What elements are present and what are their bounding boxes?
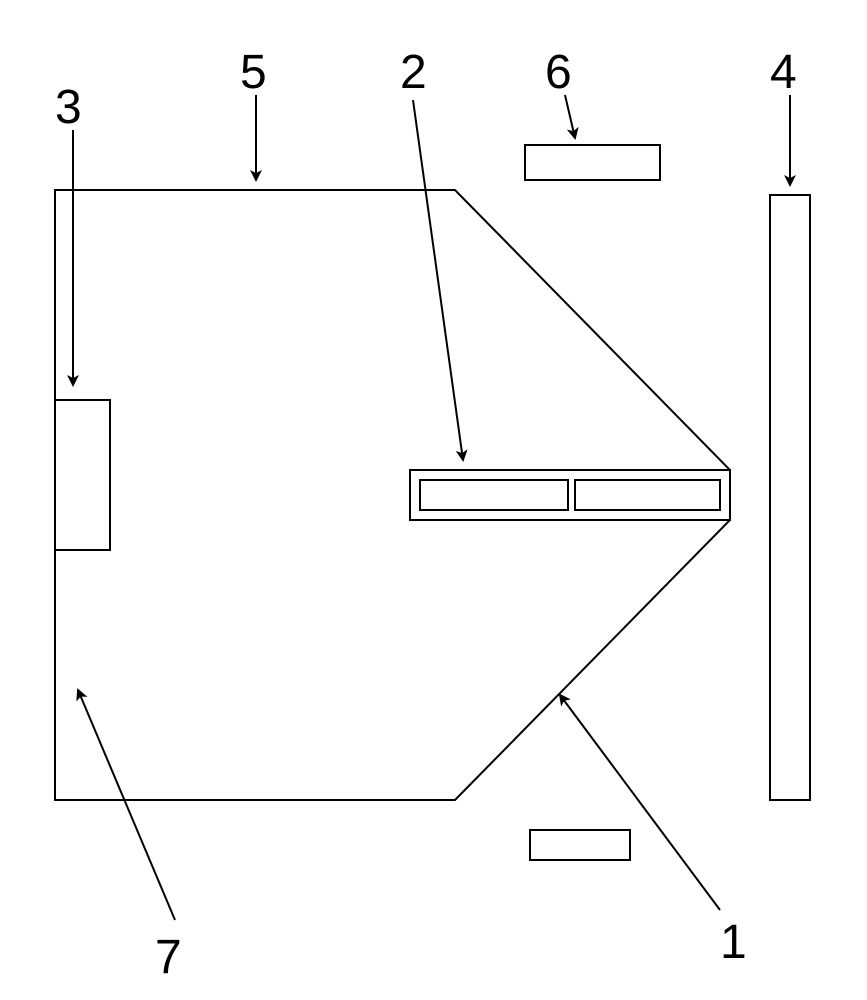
block-3 xyxy=(55,400,110,550)
leader-line-7 xyxy=(78,690,175,920)
diagram-canvas xyxy=(0,0,867,1000)
block-4 xyxy=(770,195,810,800)
tray-inner-right xyxy=(575,480,720,510)
label-1: 1 xyxy=(720,915,747,970)
block-bottom xyxy=(530,830,630,860)
label-3: 3 xyxy=(55,80,82,135)
label-7: 7 xyxy=(155,930,182,985)
tray-inner-left xyxy=(420,480,568,510)
leader-line-1 xyxy=(560,695,720,910)
leader-line-6 xyxy=(565,95,575,138)
label-4: 4 xyxy=(770,45,797,100)
block-6 xyxy=(525,145,660,180)
label-5: 5 xyxy=(240,45,267,100)
label-2: 2 xyxy=(400,45,427,100)
leader-line-2 xyxy=(413,100,463,460)
label-6: 6 xyxy=(545,45,572,100)
